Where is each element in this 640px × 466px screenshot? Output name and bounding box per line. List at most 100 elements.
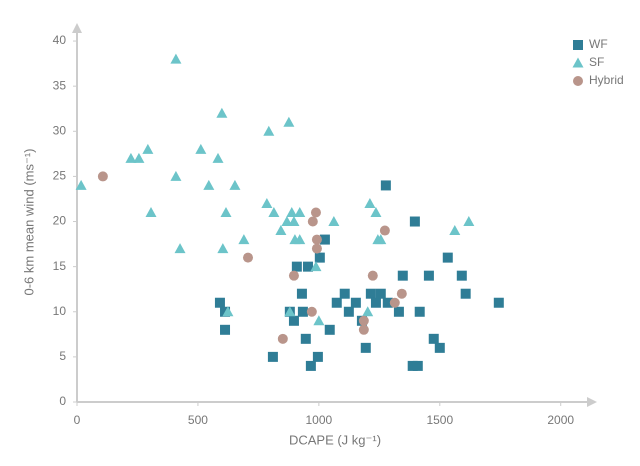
legend-marker [572, 57, 584, 68]
point [307, 216, 318, 227]
point [396, 288, 407, 299]
point [261, 197, 273, 208]
point [370, 207, 382, 217]
point [339, 288, 350, 299]
legend-label: Hybrid [589, 73, 624, 87]
legend-label: SF [589, 55, 604, 69]
point [311, 234, 322, 245]
x-axis-title: DCAPE (J kg⁻¹) [289, 432, 381, 447]
x-tick-label: 1500 [426, 413, 453, 427]
point [370, 297, 381, 308]
point [428, 333, 439, 344]
point [365, 288, 376, 299]
point [296, 288, 307, 299]
point [220, 324, 231, 335]
point [306, 306, 317, 317]
point [350, 297, 361, 308]
y-axis-title: 0-6 km mean wind (ms⁻¹) [21, 149, 36, 296]
point [311, 243, 322, 254]
y-tick-label: 40 [53, 33, 67, 47]
point [174, 243, 186, 254]
point [212, 152, 224, 163]
point [310, 207, 321, 218]
point [291, 261, 302, 272]
point [170, 53, 182, 64]
point [493, 297, 504, 308]
point [302, 261, 313, 272]
point [442, 252, 453, 263]
point [267, 351, 278, 362]
point [331, 297, 342, 308]
x-tick-label: 0 [74, 413, 81, 427]
point [393, 306, 404, 317]
point [375, 288, 386, 299]
point [281, 216, 293, 227]
point [238, 234, 250, 245]
point [288, 216, 300, 227]
y-tick-label: 20 [53, 214, 67, 228]
y-tick-label: 5 [59, 349, 66, 363]
point [389, 297, 400, 308]
point [456, 270, 467, 281]
point [367, 270, 378, 281]
point [305, 360, 316, 371]
legend-marker [573, 76, 583, 86]
point [294, 207, 306, 217]
x-axis-arrow [587, 397, 597, 407]
point [288, 270, 299, 281]
point [275, 225, 287, 236]
point [294, 234, 306, 245]
point [382, 297, 393, 308]
point [364, 197, 376, 208]
point [310, 261, 322, 272]
point [434, 342, 445, 353]
x-tick-label: 500 [188, 413, 208, 427]
point [297, 306, 308, 317]
point [277, 333, 288, 344]
point [407, 360, 418, 371]
point [449, 225, 461, 236]
point [125, 152, 137, 163]
point [460, 288, 471, 299]
point [313, 315, 325, 326]
point [283, 116, 295, 127]
y-axis-arrow [72, 23, 82, 33]
point [362, 306, 374, 317]
point [286, 207, 298, 217]
point [170, 170, 182, 181]
point [319, 234, 330, 245]
point [358, 324, 369, 335]
point [217, 243, 229, 254]
point [412, 360, 423, 371]
point [222, 306, 234, 317]
x-tick-label: 1000 [306, 413, 333, 427]
point [216, 107, 228, 118]
y-tick-label: 10 [53, 304, 67, 318]
point [300, 333, 311, 344]
point [414, 306, 425, 317]
point [312, 351, 323, 362]
point [203, 179, 215, 190]
point [463, 216, 475, 227]
point [409, 216, 420, 227]
point [229, 179, 241, 190]
y-tick-label: 30 [53, 123, 67, 137]
point [397, 270, 408, 281]
point [375, 234, 387, 245]
point [145, 207, 157, 217]
y-tick-label: 0 [59, 394, 66, 408]
legend-marker [573, 40, 583, 50]
point [380, 180, 391, 191]
point [214, 297, 225, 308]
point [343, 306, 354, 317]
point [358, 315, 369, 326]
point [288, 315, 299, 326]
y-tick-label: 25 [53, 169, 67, 183]
point [195, 143, 207, 154]
point [97, 171, 108, 182]
point [242, 252, 253, 263]
y-tick-label: 15 [53, 259, 67, 273]
x-tick-label: 2000 [547, 413, 574, 427]
point [324, 324, 335, 335]
